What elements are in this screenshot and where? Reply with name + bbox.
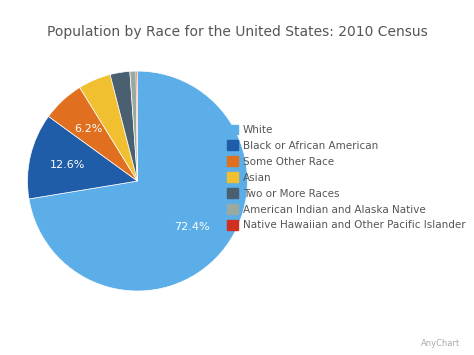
Wedge shape <box>110 71 137 181</box>
Wedge shape <box>27 116 137 199</box>
Wedge shape <box>80 75 137 181</box>
Text: Population by Race for the United States: 2010 Census: Population by Race for the United States… <box>46 25 428 39</box>
Wedge shape <box>130 71 137 181</box>
Wedge shape <box>136 71 137 181</box>
Wedge shape <box>29 71 247 291</box>
Wedge shape <box>48 87 137 181</box>
Legend: White, Black or African American, Some Other Race, Asian, Two or More Races, Ame: White, Black or African American, Some O… <box>224 121 469 234</box>
Text: 72.4%: 72.4% <box>174 222 210 232</box>
Text: 12.6%: 12.6% <box>50 160 86 170</box>
Text: AnyChart: AnyChart <box>420 339 460 348</box>
Text: 6.2%: 6.2% <box>75 124 103 133</box>
